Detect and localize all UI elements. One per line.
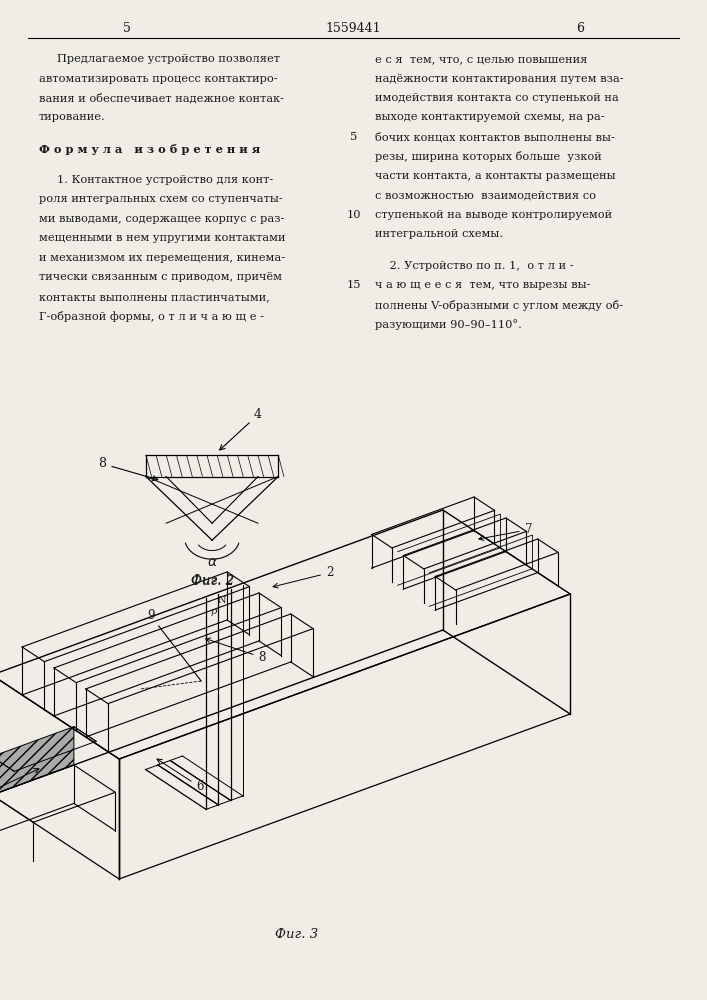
Text: Фиг. 3: Фиг. 3 <box>276 928 318 941</box>
Text: полнены V-образными с углом между об-: полнены V-образными с углом между об- <box>375 300 623 311</box>
Text: интегральной схемы.: интегральной схемы. <box>375 229 503 239</box>
Text: 5: 5 <box>123 21 132 34</box>
Text: контакты выполнены пластинчатыми,: контакты выполнены пластинчатыми, <box>39 292 270 302</box>
Text: 5: 5 <box>350 132 357 142</box>
Text: 1559441: 1559441 <box>326 21 381 34</box>
Text: тирование.: тирование. <box>39 112 105 122</box>
Text: $\alpha$: $\alpha$ <box>206 555 218 569</box>
Text: Предлагаемое устройство позволяет: Предлагаемое устройство позволяет <box>57 54 279 64</box>
Text: разующими 90–90–110°.: разующими 90–90–110°. <box>375 319 522 330</box>
Text: Фиг. 2: Фиг. 2 <box>191 574 233 587</box>
Text: 4: 4 <box>220 408 262 450</box>
Text: и механизмом их перемещения, кинема-: и механизмом их перемещения, кинема- <box>39 253 285 263</box>
Text: резы, ширина которых больше  узкой: резы, ширина которых больше узкой <box>375 151 602 162</box>
Polygon shape <box>0 727 74 795</box>
Text: 10: 10 <box>346 210 361 220</box>
Text: ч а ю щ е е с я  тем, что вырезы вы-: ч а ю щ е е с я тем, что вырезы вы- <box>375 280 590 290</box>
Text: 15: 15 <box>346 280 361 290</box>
Text: p: p <box>211 607 217 616</box>
Text: a: a <box>0 769 39 799</box>
Text: ми выводами, содержащее корпус с раз-: ми выводами, содержащее корпус с раз- <box>39 214 284 224</box>
Text: выходе контактируемой схемы, на ра-: выходе контактируемой схемы, на ра- <box>375 112 604 122</box>
Text: 1. Контактное устройство для конт-: 1. Контактное устройство для конт- <box>57 175 273 185</box>
Text: с возможностью  взаимодействия со: с возможностью взаимодействия со <box>375 190 596 200</box>
Text: 2: 2 <box>273 566 333 588</box>
Text: 6: 6 <box>157 759 204 793</box>
Text: Г-образной формы, о т л и ч а ю щ е -: Г-образной формы, о т л и ч а ю щ е - <box>39 311 264 322</box>
Text: надёжности контактирования путем вза-: надёжности контактирования путем вза- <box>375 74 624 84</box>
Text: вания и обеспечивает надежное контак-: вания и обеспечивает надежное контак- <box>39 93 284 104</box>
Text: мещенными в нем упругими контактами: мещенными в нем упругими контактами <box>39 233 286 243</box>
Text: 2. Устройство по п. 1,  о т л и -: 2. Устройство по п. 1, о т л и - <box>375 261 573 271</box>
Text: Фиг. 2: Фиг. 2 <box>191 575 233 588</box>
Text: ступенькой на выводе контролируемой: ступенькой на выводе контролируемой <box>375 210 612 220</box>
Text: 8: 8 <box>98 457 158 481</box>
Text: N: N <box>217 596 226 605</box>
Text: 6: 6 <box>575 21 584 34</box>
Text: имодействия контакта со ступенькой на: имодействия контакта со ступенькой на <box>375 93 619 103</box>
Text: 8: 8 <box>206 638 266 664</box>
Text: е с я  тем, что, с целью повышения: е с я тем, что, с целью повышения <box>375 54 587 64</box>
Text: автоматизировать процесс контактиро-: автоматизировать процесс контактиро- <box>39 74 278 84</box>
Text: бочих концах контактов выполнены вы-: бочих концах контактов выполнены вы- <box>375 132 614 142</box>
Text: части контакта, а контакты размещены: части контакта, а контакты размещены <box>375 171 615 181</box>
Text: роля интегральных схем со ступенчаты-: роля интегральных схем со ступенчаты- <box>39 194 283 204</box>
Text: 7: 7 <box>479 523 532 540</box>
Text: тически связанным с приводом, причём: тически связанным с приводом, причём <box>39 272 282 282</box>
Text: 9: 9 <box>148 609 155 622</box>
Text: Ф о р м у л а   и з о б р е т е н и я: Ф о р м у л а и з о б р е т е н и я <box>39 144 260 155</box>
